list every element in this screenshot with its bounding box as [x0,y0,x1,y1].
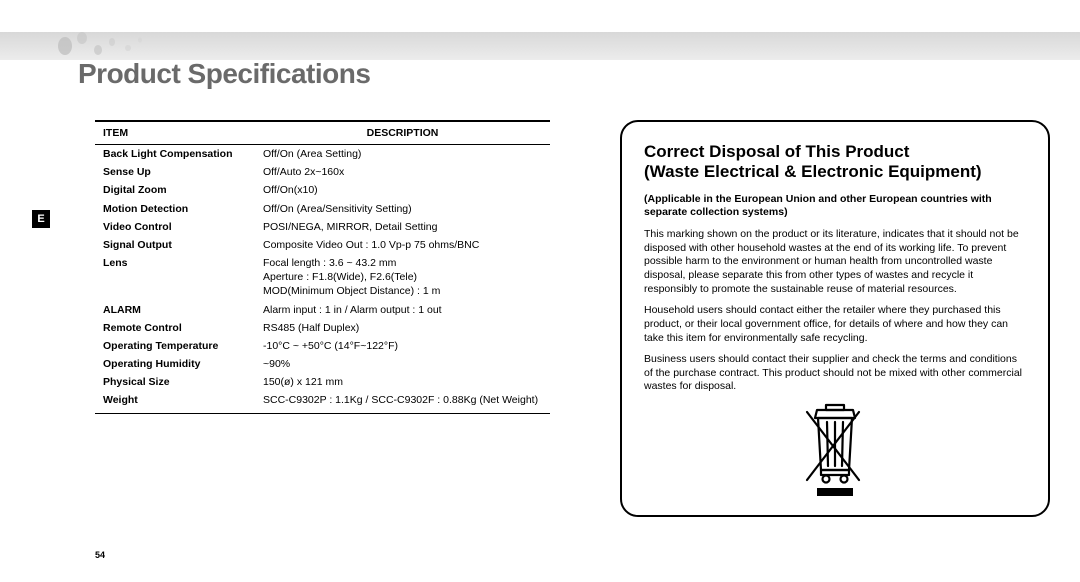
spec-item: Signal Output [95,236,255,254]
disposal-title-line1: Correct Disposal of This Product [644,142,909,161]
table-row: Operating Temperature-10°C ~ +50°C (14°F… [95,337,550,355]
table-header-description: DESCRIPTION [255,121,550,145]
spec-description: Off/On (Area/Sensitivity Setting) [255,200,550,218]
spec-description: Alarm input : 1 in / Alarm output : 1 ou… [255,301,550,319]
page-title: Product Specifications [78,58,370,90]
disposal-subheading: (Applicable in the European Union and ot… [644,193,1026,220]
specifications-table: ITEM DESCRIPTION Back Light Compensation… [95,120,550,414]
spec-item: Sense Up [95,163,255,181]
language-tab: E [32,210,50,228]
table-row: Video ControlPOSI/NEGA, MIRROR, Detail S… [95,218,550,236]
disposal-paragraph-1: This marking shown on the product or its… [644,228,1026,296]
table-row: Digital ZoomOff/On(x10) [95,181,550,199]
disposal-paragraph-2: Household users should contact either th… [644,304,1026,345]
table-row: Sense UpOff/Auto 2x~160x [95,163,550,181]
disposal-title-line2: (Waste Electrical & Electronic Equipment… [644,162,982,181]
spec-description: RS485 (Half Duplex) [255,319,550,337]
spec-item: Lens [95,254,255,301]
spec-item: Physical Size [95,373,255,391]
spec-description: Off/On(x10) [255,181,550,199]
spec-item: Back Light Compensation [95,145,255,164]
table-row: Remote ControlRS485 (Half Duplex) [95,319,550,337]
spec-item: Video Control [95,218,255,236]
spec-item: Operating Temperature [95,337,255,355]
specifications-panel: ITEM DESCRIPTION Back Light Compensation… [95,120,550,414]
spec-item: Weight [95,391,255,413]
table-row: WeightSCC-C9302P : 1.1Kg / SCC-C9302F : … [95,391,550,413]
spec-description: Off/Auto 2x~160x [255,163,550,181]
table-row: Operating Humidity~90% [95,355,550,373]
spec-description: Composite Video Out : 1.0 Vp-p 75 ohms/B… [255,236,550,254]
table-row: Signal OutputComposite Video Out : 1.0 V… [95,236,550,254]
spec-description: POSI/NEGA, MIRROR, Detail Setting [255,218,550,236]
spec-item: Remote Control [95,319,255,337]
table-row: Back Light CompensationOff/On (Area Sett… [95,145,550,164]
spec-description: Focal length : 3.6 ~ 43.2 mmAperture : F… [255,254,550,301]
disposal-panel: Correct Disposal of This Product (Waste … [620,120,1050,517]
spec-description: -10°C ~ +50°C (14°F~122°F) [255,337,550,355]
spec-description: SCC-C9302P : 1.1Kg / SCC-C9302F : 0.88Kg… [255,391,550,413]
table-row: LensFocal length : 3.6 ~ 43.2 mmAperture… [95,254,550,301]
spec-item: Operating Humidity [95,355,255,373]
disposal-paragraph-3: Business users should contact their supp… [644,353,1026,394]
page-number: 54 [95,550,105,560]
spec-description: ~90% [255,355,550,373]
spec-item: ALARM [95,301,255,319]
spec-description: 150(ø) x 121 mm [255,373,550,391]
disposal-heading: Correct Disposal of This Product (Waste … [644,142,1026,183]
table-header-item: ITEM [95,121,255,145]
spec-item: Digital Zoom [95,181,255,199]
weee-bin-icon [799,402,871,497]
table-row: Physical Size150(ø) x 121 mm [95,373,550,391]
table-row: Motion DetectionOff/On (Area/Sensitivity… [95,200,550,218]
spec-description: Off/On (Area Setting) [255,145,550,164]
table-row: ALARMAlarm input : 1 in / Alarm output :… [95,301,550,319]
spec-item: Motion Detection [95,200,255,218]
